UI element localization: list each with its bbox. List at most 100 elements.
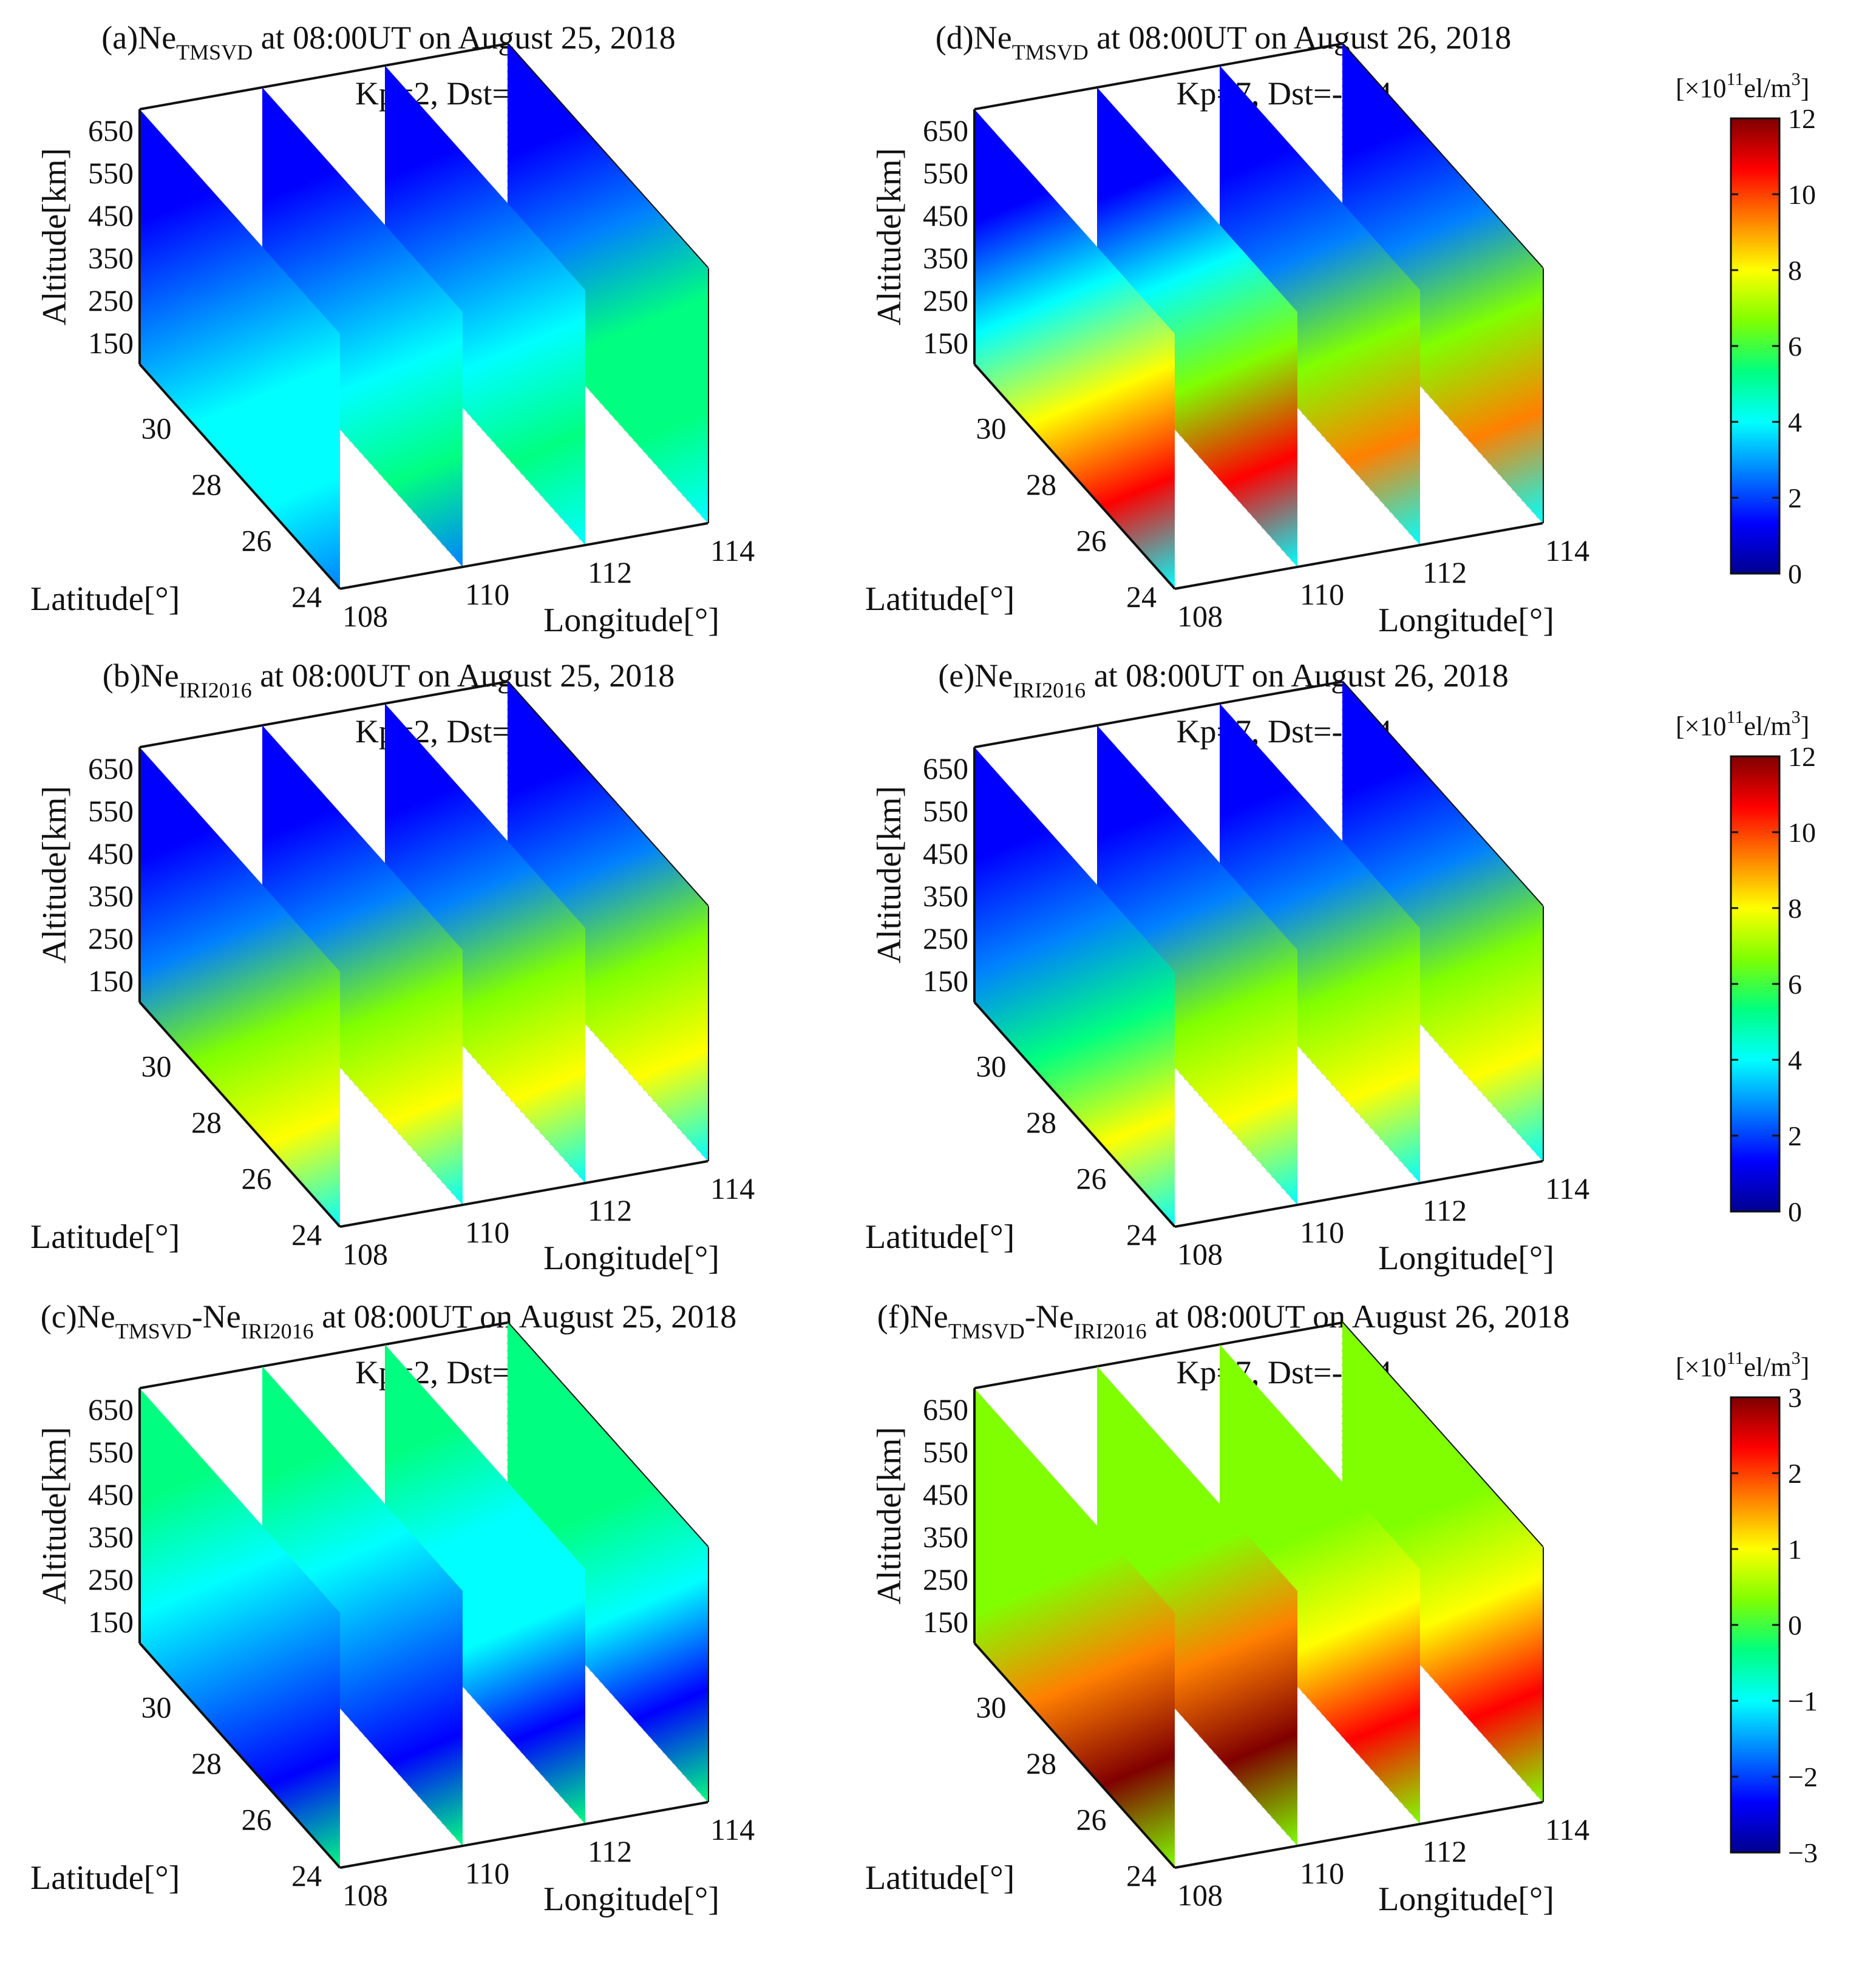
altitude-tick-label: 250 [923, 1562, 968, 1596]
slice-lon-108 [140, 109, 340, 589]
y-axis-line [973, 363, 1176, 590]
longitude-tick-label: 114 [1545, 1812, 1589, 1846]
x-axis-label: Longitude[°] [543, 1880, 719, 1918]
z-axis-label: Altitude[km] [871, 786, 908, 963]
altitude-tick-label: 350 [923, 1520, 968, 1554]
box-edge [974, 42, 1343, 110]
y-axis-label: Latitude[°] [865, 580, 1014, 618]
colorbar-tick-label: 4 [1788, 1045, 1802, 1076]
altitude-tick-label: 550 [923, 156, 968, 190]
latitude-tick-label: 30 [976, 1049, 1007, 1083]
longitude-tick-label: 114 [710, 534, 755, 568]
box-edge [974, 1321, 1343, 1389]
altitude-tick-label: 150 [88, 964, 134, 998]
x-axis-line [1174, 522, 1543, 590]
colorbar-unit: [×1011el/m3] [1676, 1348, 1809, 1382]
colorbar-tick-label: 2 [1788, 1458, 1802, 1489]
colorbar-tick-label: 10 [1788, 817, 1816, 848]
x-axis-line [1174, 1160, 1543, 1228]
latitude-tick-label: 26 [1076, 1803, 1107, 1837]
colorbar-tick-label: 2 [1788, 483, 1802, 514]
colorbar-unit: [×1011el/m3] [1676, 69, 1809, 103]
altitude-tick-label: 450 [88, 836, 134, 870]
panel-title: (d)NeTMSVD at 08:00UT on August 26, 2018 [936, 19, 1511, 64]
panel-a: (a)NeTMSVD at 08:00UT on August 25, 2018… [30, 19, 755, 639]
latitude-tick-label: 30 [976, 1690, 1007, 1724]
panel-c: (c)NeTMSVD-NeIRI2016 at 08:00UT on Augus… [30, 1298, 755, 1918]
longitude-tick-label: 108 [1177, 599, 1223, 633]
slice-lon-112 [385, 1344, 585, 1824]
colorbar-tick-label: 6 [1788, 331, 1802, 362]
longitude-tick-label: 112 [588, 1834, 632, 1868]
panel-e: (e)NeIRI2016 at 08:00UT on August 26, 20… [865, 657, 1589, 1277]
colorbar-tick-label: −3 [1788, 1837, 1818, 1868]
slice-lon-108 [974, 109, 1175, 589]
colorbar-tick-label: −2 [1788, 1761, 1818, 1792]
longitude-tick-label: 114 [1545, 534, 1589, 568]
altitude-tick-label: 550 [923, 1435, 968, 1469]
altitude-tick-label: 450 [923, 198, 968, 232]
x-axis-line [339, 1160, 709, 1228]
altitude-tick-label: 350 [88, 1520, 134, 1554]
x-axis-label: Longitude[°] [543, 602, 719, 639]
latitude-tick-label: 26 [1076, 524, 1107, 558]
altitude-tick-label: 250 [88, 1562, 134, 1596]
colorbar-tick-label: 2 [1788, 1121, 1802, 1151]
latitude-tick-label: 30 [141, 1049, 172, 1083]
longitude-tick-label: 110 [1300, 577, 1344, 611]
longitude-tick-label: 112 [588, 1193, 632, 1227]
slice-lon-110 [262, 725, 463, 1205]
z-axis-label: Altitude[km] [871, 148, 908, 325]
latitude-tick-label: 24 [1126, 1859, 1157, 1893]
longitude-tick-label: 108 [1177, 1878, 1223, 1912]
longitude-tick-label: 112 [588, 555, 632, 589]
y-axis-line [138, 1001, 341, 1228]
colorbar-tick-label: 8 [1788, 255, 1802, 286]
longitude-tick-label: 114 [710, 1171, 755, 1205]
y-axis-label: Latitude[°] [865, 1218, 1014, 1256]
colorbar-tick-label: 1 [1788, 1534, 1802, 1565]
slice-lon-114 [1342, 682, 1543, 1161]
latitude-tick-label: 28 [1026, 1746, 1056, 1780]
x-axis-label: Longitude[°] [1378, 1880, 1554, 1918]
slice-lon-108 [140, 747, 340, 1227]
latitude-tick-label: 28 [1026, 1105, 1056, 1139]
panel-b: (b)NeIRI2016 at 08:00UT on August 25, 20… [30, 657, 755, 1277]
z-axis-label: Altitude[km] [36, 148, 73, 325]
x-axis-line [339, 1801, 709, 1869]
latitude-tick-label: 30 [976, 412, 1007, 446]
slice-lon-114 [508, 1323, 708, 1802]
altitude-tick-label: 350 [88, 879, 134, 913]
longitude-tick-label: 110 [1300, 1215, 1344, 1249]
latitude-tick-label: 26 [242, 524, 272, 558]
slice-lon-112 [385, 703, 585, 1183]
longitude-tick-label: 108 [342, 599, 388, 633]
altitude-tick-label: 450 [88, 198, 134, 232]
altitude-tick-label: 450 [923, 1477, 968, 1511]
slice-lon-112 [1220, 1344, 1420, 1824]
altitude-tick-label: 650 [88, 1392, 134, 1426]
colorbar-cb1: 0 2 4 6 8 10 12[×1011el/m3] [1676, 69, 1816, 589]
longitude-tick-label: 112 [1422, 1193, 1467, 1227]
slice-lon-114 [508, 682, 708, 1161]
latitude-tick-label: 26 [242, 1162, 272, 1196]
longitude-tick-label: 112 [1422, 1834, 1467, 1868]
colorbar-cb2: 0 2 4 6 8 10 12[×1011el/m3] [1676, 707, 1816, 1227]
latitude-tick-label: 28 [1026, 467, 1056, 501]
altitude-tick-label: 650 [923, 1392, 968, 1426]
y-axis-line [138, 363, 341, 590]
y-axis-label: Latitude[°] [30, 1859, 180, 1897]
longitude-tick-label: 110 [1300, 1856, 1344, 1890]
longitude-tick-label: 110 [465, 1856, 509, 1890]
slice-lon-108 [140, 1388, 340, 1868]
longitude-tick-label: 108 [1177, 1237, 1223, 1271]
y-axis-line [973, 1642, 1176, 1869]
altitude-tick-label: 150 [88, 1605, 134, 1639]
colorbar-gradient [1730, 1396, 1781, 1854]
x-axis-line [339, 522, 709, 590]
altitude-tick-label: 250 [88, 283, 134, 317]
altitude-tick-label: 450 [88, 1477, 134, 1511]
x-axis-line [1174, 1801, 1543, 1869]
latitude-tick-label: 24 [291, 580, 322, 614]
